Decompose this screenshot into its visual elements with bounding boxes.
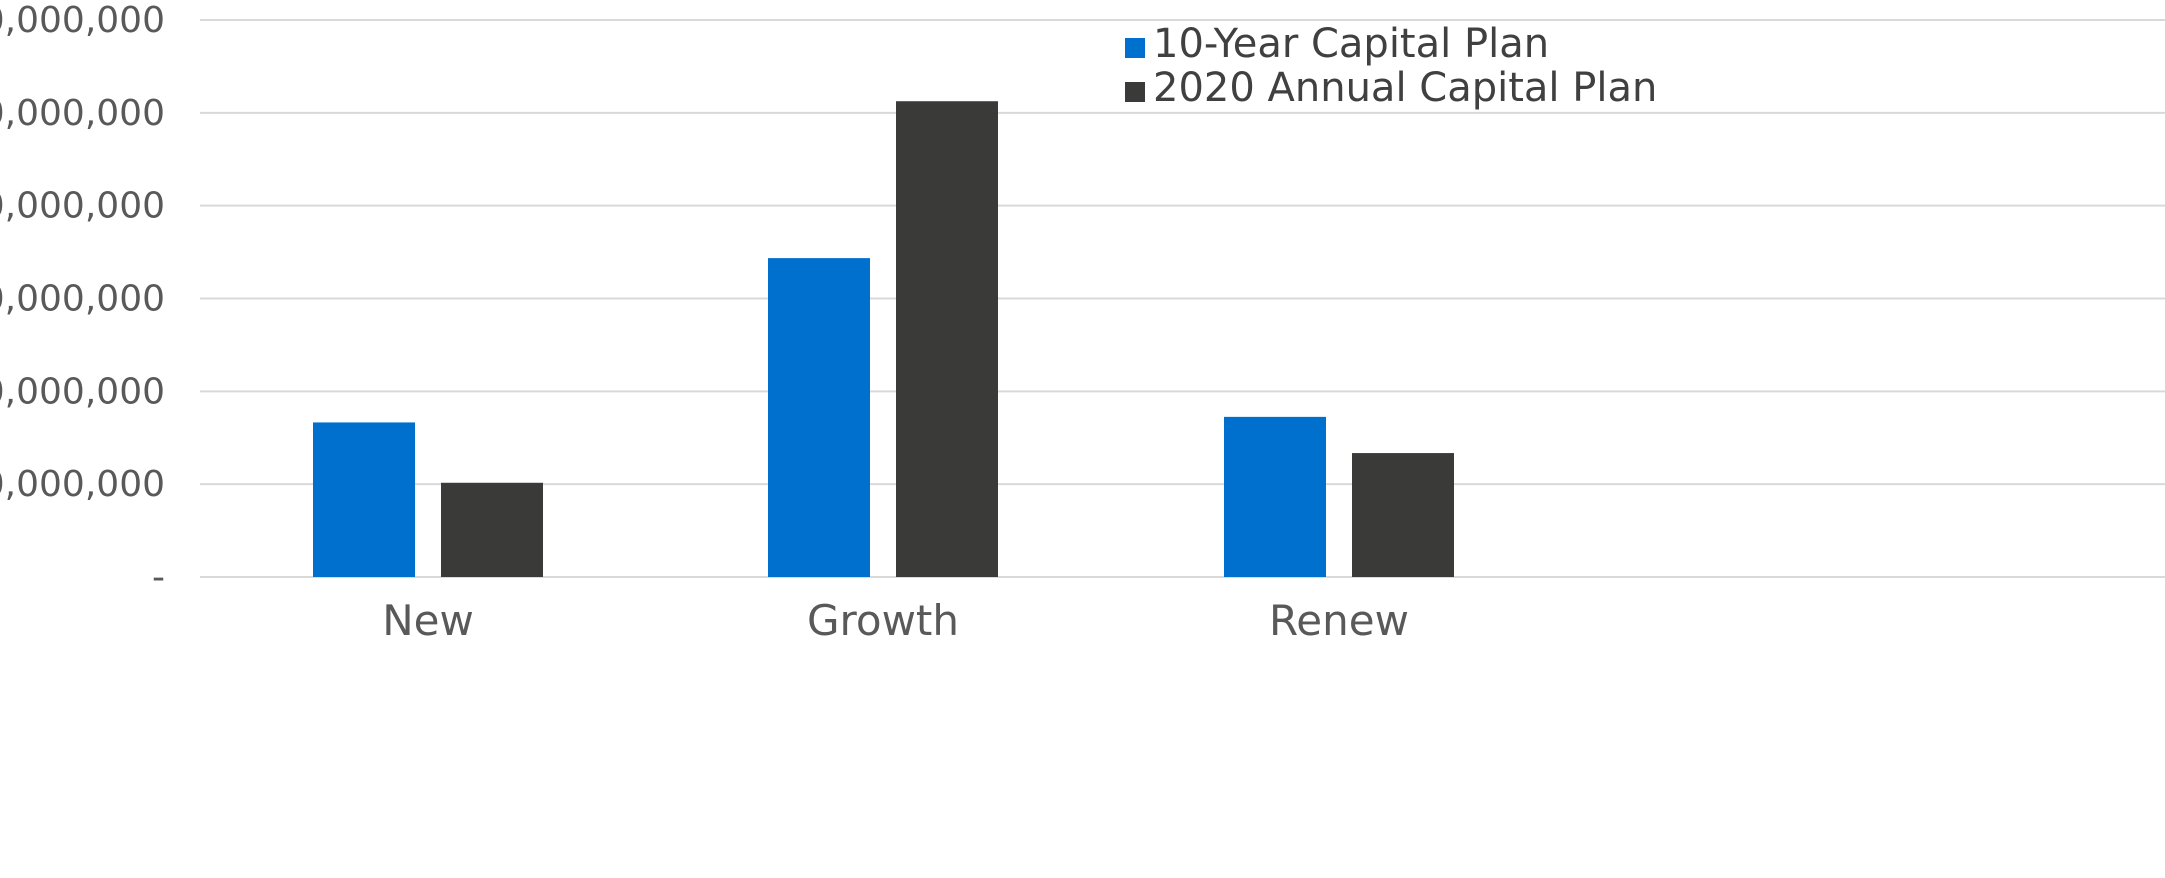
y-tick-label: 120,000,000 <box>0 0 165 41</box>
bar-renew-series-2 <box>1352 453 1454 577</box>
bar-renew-series-1 <box>1224 416 1326 577</box>
bar-growth-series-2 <box>896 101 998 578</box>
y-tick-label: 40,000,000 <box>0 371 165 412</box>
x-category-label: Renew <box>1269 596 1409 645</box>
x-axis-category-labels: New Growth Renew <box>382 596 1409 645</box>
y-tick-label: 60,000,000 <box>0 279 165 320</box>
y-tick-label: - <box>152 557 165 598</box>
legend-label: 2020 Annual Capital Plan <box>1153 65 1657 111</box>
y-axis-tick-labels: - 20,000,000 40,000,000 60,000,000 80,000,00… <box>0 0 165 598</box>
y-tick-label: 80,000,000 <box>0 186 165 227</box>
y-tick-label: 100,000,000 <box>0 93 165 134</box>
y-tick-label: 20,000,000 <box>0 464 165 505</box>
bar-growth-series-1 <box>768 258 870 577</box>
x-category-label: Growth <box>807 596 959 645</box>
x-category-label: New <box>382 596 474 645</box>
bars <box>313 101 1454 578</box>
legend-swatch <box>1125 38 1145 58</box>
bar-new-series-2 <box>441 482 543 577</box>
legend-swatch <box>1125 82 1145 102</box>
bar-new-series-1 <box>313 422 415 577</box>
legend-label: 10-Year Capital Plan <box>1153 21 1549 67</box>
